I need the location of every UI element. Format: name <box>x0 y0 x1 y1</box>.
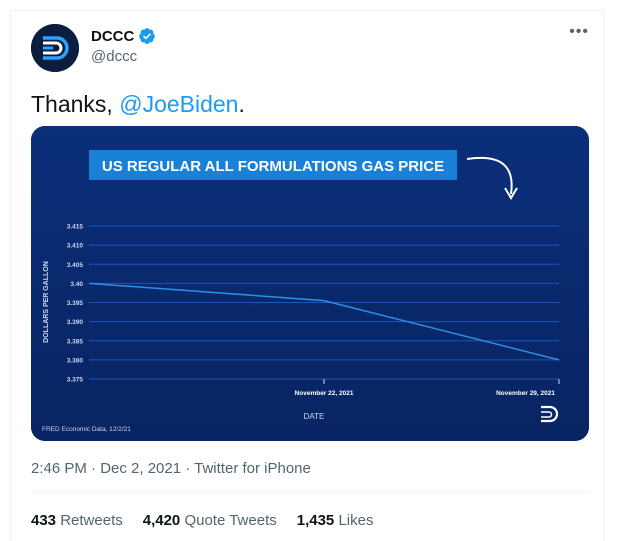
tweet-stats: 433 Retweets 4,420 Quote Tweets 1,435 Li… <box>31 512 373 529</box>
mention-link[interactable]: @JoeBiden <box>119 91 239 117</box>
like-label: Likes <box>338 512 374 529</box>
y-tick-label: 3.395 <box>67 300 84 307</box>
x-axis-label: DATE <box>304 412 325 421</box>
quote-tweet-label: Quote Tweets <box>184 512 277 529</box>
x-tick-label: November 29, 2021 <box>496 390 555 397</box>
author-name-row[interactable]: DCCC <box>91 27 156 45</box>
chart-title: US REGULAR ALL FORMULATIONS GAS PRICE <box>102 158 444 175</box>
like-count: 1,435 <box>296 512 335 529</box>
verified-badge-icon <box>139 28 156 44</box>
handle[interactable]: @dccc <box>91 48 138 65</box>
divider <box>31 492 589 493</box>
more-options-icon[interactable]: ••• <box>569 23 589 40</box>
stat-quote-tweets[interactable]: 4,420 Quote Tweets <box>143 512 277 529</box>
retweet-count: 433 <box>31 512 57 529</box>
tweet-media-image[interactable]: US REGULAR ALL FORMULATIONS GAS PRICE 3.… <box>31 126 589 441</box>
gas-price-chart: US REGULAR ALL FORMULATIONS GAS PRICE 3.… <box>31 126 589 441</box>
quote-tweet-count: 4,420 <box>142 512 181 529</box>
tweet-card: DCCC @dccc ••• Thanks, @JoeBiden. US REG… <box>10 10 604 541</box>
y-tick-labels: 3.415 3.410 3.405 3.40 3.395 3.390 3.385 3.380 3… <box>67 224 84 384</box>
tweet-text: Thanks, @JoeBiden. <box>31 91 245 118</box>
x-tick-labels: November 22, 2021 November 29, 2021 <box>295 379 560 397</box>
chart-source-note: FRED Economic Data, 12/2/21 <box>42 426 131 433</box>
y-tick-label: 3.405 <box>67 262 84 269</box>
y-tick-label: 3.40 <box>70 281 83 288</box>
curved-arrow-icon <box>466 157 513 195</box>
y-tick-label: 3.410 <box>67 243 84 250</box>
stat-likes[interactable]: 1,435 Likes <box>297 512 374 529</box>
y-tick-label: 3.415 <box>67 224 84 231</box>
y-axis-label: DOLLARS PER GALLON <box>43 261 50 343</box>
tweet-text-suffix: . <box>238 91 245 117</box>
retweet-label: Retweets <box>60 512 123 529</box>
x-tick-label: November 22, 2021 <box>295 390 354 397</box>
chart-title-box <box>89 150 457 180</box>
chart-logo-icon <box>541 405 559 423</box>
stat-retweets[interactable]: 433 Retweets <box>31 512 123 529</box>
y-tick-label: 3.390 <box>67 319 84 326</box>
y-tick-label: 3.385 <box>67 338 84 345</box>
arrow-head-icon <box>504 187 518 200</box>
display-name[interactable]: DCCC <box>91 27 135 45</box>
series-line <box>88 282 560 361</box>
tweet-text-prefix: Thanks, <box>31 91 120 117</box>
y-tick-label: 3.375 <box>67 377 84 384</box>
tweet-timestamp[interactable]: 2:46 PM · Dec 2, 2021 · Twitter for iPho… <box>31 460 311 477</box>
avatar[interactable] <box>31 24 79 72</box>
dccc-logo-icon <box>31 24 79 72</box>
y-tick-label: 3.380 <box>67 357 84 364</box>
